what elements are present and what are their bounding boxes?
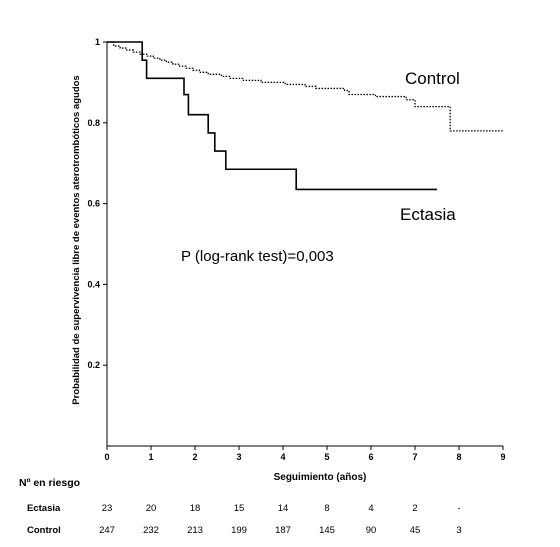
x-tick-label: 1 [148, 452, 153, 462]
series-line-control [107, 41, 503, 132]
risk-row-label-control: Control [27, 525, 61, 536]
risk-cell: 247 [99, 525, 115, 536]
risk-row-label-ectasia: Ectasia [27, 503, 61, 514]
risk-cell: 4 [368, 503, 373, 514]
risk-cell: 187 [275, 525, 291, 536]
risk-cell: 8 [324, 503, 329, 514]
y-tick-label: 0.6 [87, 199, 100, 209]
risk-cell: 199 [231, 525, 247, 536]
risk-cell: 213 [187, 525, 203, 536]
risk-cell: 15 [234, 503, 245, 514]
series-layer [107, 41, 503, 191]
risk-cell: 90 [366, 525, 377, 536]
risk-table-title: Nº en riesgo [19, 477, 80, 489]
x-tick-label: 2 [192, 452, 197, 462]
risk-cell: 2 [412, 503, 417, 514]
p-value-annotation: P (log-rank test)=0,003 [181, 248, 334, 265]
x-tick-label: 8 [456, 452, 461, 462]
series-line-ectasia [107, 41, 437, 191]
risk-cell: 145 [319, 525, 335, 536]
y-tick-label: 0.2 [87, 360, 100, 370]
y-axis-label: Probabilidad de supervivencia libre de e… [71, 75, 82, 404]
x-tick-label: 7 [412, 452, 417, 462]
y-axis-ticks: 0.2 0.4 0.6 0.8 1 [87, 37, 107, 370]
risk-cell: 232 [143, 525, 159, 536]
y-tick-label: 1 [95, 37, 100, 47]
x-axis-label: Seguimiento (años) [274, 472, 367, 483]
risk-table-values: 23 20 18 15 14 8 4 2 - 247 232 213 199 187 145 90 45 3 [99, 503, 462, 536]
x-tick-label: 0 [104, 452, 109, 462]
x-tick-label: 9 [500, 452, 505, 462]
x-tick-label: 6 [368, 452, 373, 462]
risk-cell: 45 [410, 525, 421, 536]
x-tick-label: 5 [324, 452, 329, 462]
x-axis-ticks: 0 1 2 3 4 5 6 7 8 9 [104, 446, 506, 462]
risk-cell: 3 [456, 525, 461, 536]
x-tick-label: 3 [236, 452, 241, 462]
risk-cell: 14 [278, 503, 289, 514]
x-tick-label: 4 [280, 452, 285, 462]
y-tick-label: 0.4 [87, 279, 100, 289]
risk-cell: 18 [190, 503, 201, 514]
series-label-ectasia: Ectasia [400, 205, 456, 224]
risk-cell: - [457, 503, 460, 514]
risk-cell: 23 [102, 503, 113, 514]
series-label-control: Control [405, 69, 460, 88]
risk-cell: 20 [146, 503, 157, 514]
y-tick-label: 0.8 [87, 118, 100, 128]
